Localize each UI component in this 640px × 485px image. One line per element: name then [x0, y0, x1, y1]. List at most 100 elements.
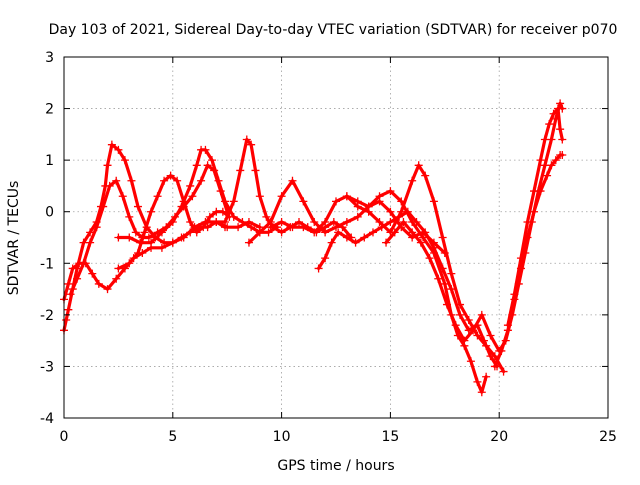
data-point — [438, 233, 447, 242]
series-trace — [247, 179, 447, 255]
data-point — [447, 269, 456, 278]
data-point — [545, 120, 554, 129]
x-axis-label: GPS time / hours — [277, 458, 394, 474]
data-point — [236, 166, 245, 175]
data-point — [92, 223, 101, 232]
data-point — [516, 254, 525, 263]
data-point — [147, 207, 156, 216]
data-point — [553, 104, 562, 113]
y-tick-label: -3 — [40, 359, 54, 375]
series-arc-8 — [266, 161, 508, 376]
data-point — [125, 259, 134, 268]
data-point — [277, 218, 286, 227]
data-point — [94, 279, 103, 288]
data-point — [477, 388, 486, 397]
data-point — [342, 218, 351, 227]
x-tick-label: 10 — [273, 429, 291, 445]
data-point — [425, 254, 434, 263]
data-point — [342, 233, 351, 242]
data-point — [314, 264, 323, 273]
data-point — [382, 238, 391, 247]
series-arc-13 — [503, 104, 567, 330]
data-point — [197, 176, 206, 185]
data-point — [144, 233, 153, 242]
data-point — [203, 161, 212, 170]
data-point — [118, 192, 127, 201]
data-point — [375, 218, 384, 227]
data-point — [262, 212, 271, 221]
data-point — [299, 197, 308, 206]
data-point — [464, 316, 473, 325]
data-point — [368, 228, 377, 237]
data-point — [390, 228, 399, 237]
data-point — [153, 192, 162, 201]
data-point — [547, 161, 556, 170]
y-tick-label: -4 — [40, 411, 54, 427]
data-point — [114, 264, 123, 273]
data-point — [503, 321, 512, 330]
data-point — [112, 176, 121, 185]
data-point — [173, 176, 182, 185]
data-point — [490, 362, 499, 371]
data-point — [327, 238, 336, 247]
data-point — [103, 285, 112, 294]
data-point — [486, 352, 495, 361]
data-point — [408, 228, 417, 237]
series-arc-11 — [382, 99, 567, 355]
data-point — [199, 223, 208, 232]
series-trace — [506, 107, 564, 327]
data-point — [549, 109, 558, 118]
data-point — [540, 135, 549, 144]
data-point — [510, 290, 519, 299]
data-point — [242, 135, 251, 144]
data-point — [221, 218, 230, 227]
data-point — [321, 228, 330, 237]
data-point — [482, 372, 491, 381]
series-trace — [384, 101, 564, 353]
data-point — [499, 367, 508, 376]
data-point — [421, 171, 430, 180]
data-point — [112, 274, 121, 283]
data-point — [212, 218, 221, 227]
series-arc-12 — [490, 150, 567, 371]
data-point — [127, 176, 136, 185]
data-point — [332, 197, 340, 206]
data-point — [136, 238, 145, 247]
plot-frame — [63, 56, 609, 419]
data-point — [536, 156, 545, 165]
data-point — [160, 176, 169, 185]
data-point — [205, 212, 214, 221]
data-point — [229, 197, 238, 206]
data-point — [186, 181, 195, 190]
data-point — [247, 223, 256, 232]
data-point — [353, 197, 362, 206]
y-tick-label: -1 — [40, 256, 54, 272]
data-point — [360, 233, 369, 242]
data-point — [397, 197, 406, 206]
data-point — [277, 228, 286, 237]
x-tick-label: 25 — [599, 429, 617, 445]
y-tick-label: 0 — [45, 205, 54, 221]
data-point — [99, 202, 108, 211]
data-point — [408, 176, 417, 185]
data-point — [395, 212, 404, 221]
data-point — [62, 316, 71, 325]
data-point — [421, 228, 430, 237]
data-point — [429, 248, 438, 257]
data-point — [329, 218, 338, 227]
data-point — [114, 145, 123, 154]
data-point — [188, 192, 197, 201]
data-point — [177, 202, 186, 211]
data-point — [255, 192, 264, 201]
data-point — [107, 140, 116, 149]
data-point — [556, 99, 565, 108]
data-point — [229, 212, 238, 221]
data-point — [168, 238, 177, 247]
data-point — [207, 156, 216, 165]
x-tick-label: 20 — [490, 429, 508, 445]
data-point — [277, 192, 286, 201]
data-point — [166, 171, 175, 180]
series-trace — [269, 163, 506, 374]
data-point — [558, 150, 567, 159]
